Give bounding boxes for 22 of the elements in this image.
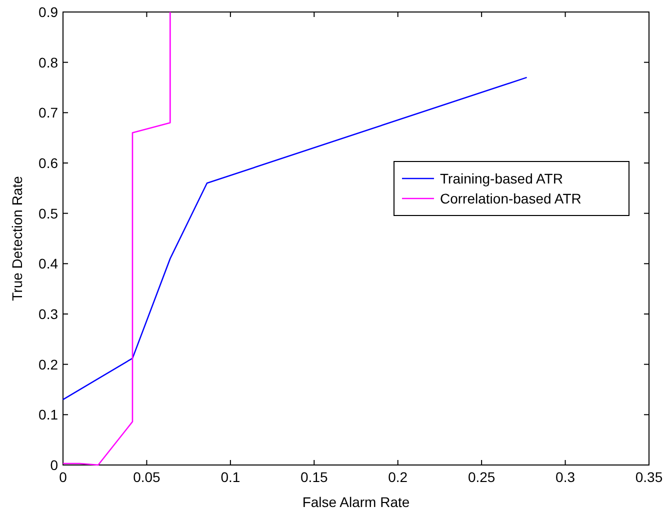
legend-label: Training-based ATR <box>440 170 563 186</box>
x-axis-title: False Alarm Rate <box>302 494 410 510</box>
y-tick-label: 0.7 <box>38 104 58 121</box>
x-tick-label: 0.3 <box>556 469 576 485</box>
x-tick-label: 0.15 <box>300 469 328 485</box>
y-tick-label: 0.6 <box>38 155 58 171</box>
legend-label: Correlation-based ATR <box>440 190 582 206</box>
y-tick-label: 0.1 <box>38 406 58 423</box>
line-series <box>62 11 171 466</box>
x-tick-label: 0.2 <box>388 469 408 485</box>
y-tick-label: 0 <box>50 457 58 473</box>
y-axis-title: True Detection Rate <box>9 176 25 301</box>
x-tick-label: 0.1 <box>220 469 240 485</box>
y-tick-label: 0.8 <box>38 54 58 70</box>
x-tick-label: 0.35 <box>635 469 663 485</box>
y-tick-label: 0.9 <box>38 4 58 20</box>
y-tick-label: 0.4 <box>38 256 58 272</box>
y-tick-label: 0.5 <box>38 205 58 222</box>
y-tick-label: 0.2 <box>38 356 58 372</box>
y-tick-label: 0.3 <box>38 306 58 322</box>
x-tick-label: 0.25 <box>468 469 496 485</box>
x-tick-label: 0.05 <box>133 469 161 485</box>
